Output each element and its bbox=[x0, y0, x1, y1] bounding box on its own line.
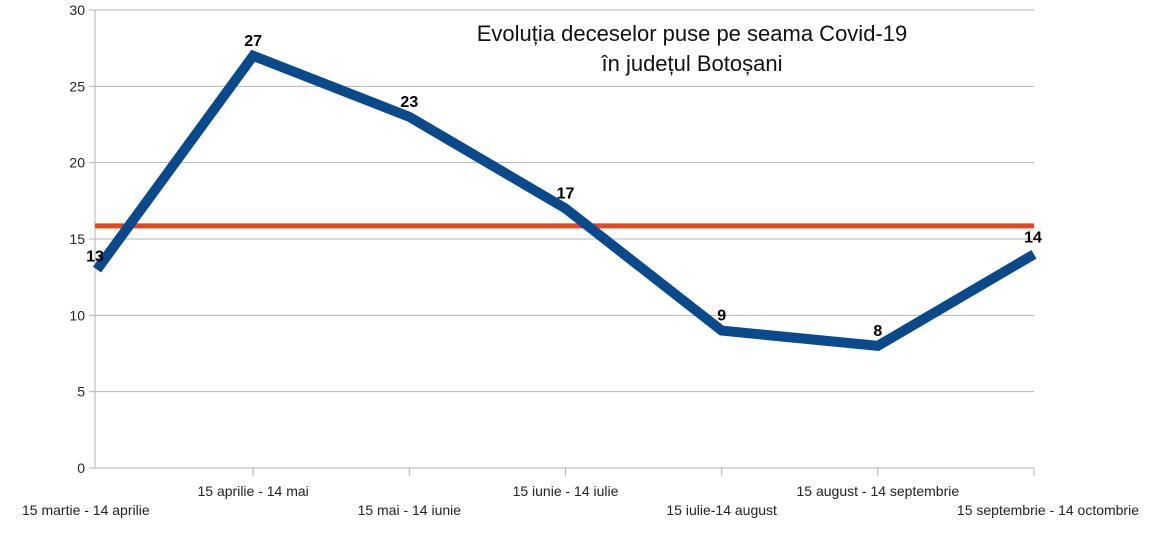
x-tick-label: 15 mai - 14 iunie bbox=[358, 502, 462, 518]
y-tick-label: 25 bbox=[69, 78, 85, 94]
y-tick-label: 5 bbox=[77, 384, 85, 400]
y-axis-ticks: 0 5 10 15 20 25 30 bbox=[69, 2, 85, 476]
series-group bbox=[92, 49, 1037, 352]
data-label: 17 bbox=[557, 185, 575, 202]
chart-title-line-1: Evoluția deceselor puse pe seama Covid-1… bbox=[477, 21, 907, 46]
x-tick-label: 15 iulie-14 august bbox=[666, 502, 777, 518]
x-tick-label: 15 septembrie - 14 octombrie bbox=[957, 502, 1139, 518]
x-tick-label: 15 iunie - 14 iulie bbox=[513, 483, 619, 499]
data-label: 23 bbox=[400, 94, 418, 111]
axes bbox=[89, 9, 1035, 476]
x-tick-label: 15 martie - 14 aprilie bbox=[22, 502, 150, 518]
data-label: 9 bbox=[717, 308, 726, 325]
chart-title-line-2: în județul Botoșani bbox=[600, 51, 782, 76]
y-tick-label: 30 bbox=[69, 2, 85, 18]
data-label: 13 bbox=[86, 249, 104, 266]
x-axis-ticks: 15 martie - 14 aprilie 15 aprilie - 14 ma… bbox=[22, 483, 1139, 518]
data-labels: 13 27 23 17 9 8 14 bbox=[86, 33, 1042, 340]
data-label: 8 bbox=[873, 323, 882, 340]
y-tick-label: 20 bbox=[69, 155, 85, 171]
y-tick-label: 15 bbox=[69, 231, 85, 247]
y-tick-label: 0 bbox=[77, 460, 85, 476]
x-tick-label: 15 august - 14 septembrie bbox=[797, 483, 960, 499]
data-label: 14 bbox=[1024, 229, 1042, 246]
grid bbox=[95, 9, 1034, 469]
data-label: 27 bbox=[244, 33, 262, 50]
y-tick-label: 10 bbox=[69, 307, 85, 323]
x-tick-label: 15 aprilie - 14 mai bbox=[198, 483, 309, 499]
